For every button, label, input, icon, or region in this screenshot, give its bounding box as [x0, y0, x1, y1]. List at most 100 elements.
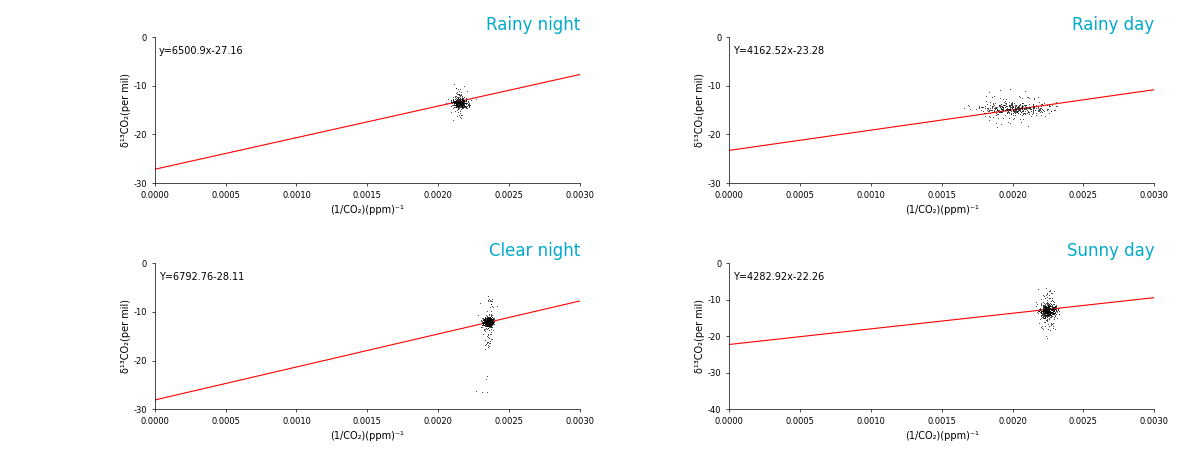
Point — [1035, 306, 1054, 313]
Point — [1041, 312, 1060, 320]
Point — [985, 106, 1004, 113]
Point — [477, 317, 496, 324]
Point — [451, 102, 470, 109]
Point — [482, 315, 501, 322]
Point — [1034, 307, 1053, 315]
Point — [476, 317, 495, 325]
Point — [1036, 309, 1056, 317]
Point — [481, 317, 500, 324]
Point — [988, 106, 1007, 113]
Point — [478, 314, 497, 321]
Point — [478, 321, 497, 328]
Point — [477, 320, 496, 327]
Point — [1031, 106, 1050, 113]
Point — [997, 102, 1016, 110]
Point — [451, 105, 470, 113]
Point — [1042, 308, 1061, 315]
Point — [990, 86, 1009, 94]
Point — [445, 100, 464, 107]
Point — [1033, 305, 1052, 312]
Point — [996, 105, 1015, 113]
Point — [451, 102, 470, 109]
Point — [445, 98, 464, 106]
Point — [992, 106, 1011, 113]
Point — [443, 99, 462, 106]
Point — [450, 107, 469, 114]
Point — [478, 315, 497, 323]
Point — [1040, 305, 1059, 312]
Point — [1034, 299, 1053, 306]
Point — [481, 316, 500, 324]
Point — [478, 318, 497, 325]
Point — [1040, 308, 1059, 316]
Point — [1039, 302, 1058, 310]
Point — [994, 104, 1013, 111]
Point — [478, 319, 497, 326]
Point — [1044, 306, 1063, 313]
Point — [1036, 309, 1056, 317]
Point — [1038, 301, 1057, 308]
Point — [1003, 100, 1022, 107]
Point — [1033, 106, 1052, 113]
Point — [476, 317, 495, 325]
Point — [1039, 307, 1058, 315]
Point — [455, 96, 474, 103]
Point — [478, 316, 497, 324]
Point — [1046, 305, 1065, 312]
Point — [979, 112, 998, 120]
Point — [446, 103, 465, 111]
Point — [476, 320, 495, 327]
Point — [1031, 105, 1050, 112]
Point — [994, 106, 1013, 113]
Point — [453, 102, 472, 110]
Point — [1002, 107, 1021, 114]
Point — [453, 97, 472, 105]
Point — [1012, 104, 1031, 112]
Point — [1020, 105, 1039, 112]
Point — [1036, 305, 1056, 312]
Point — [457, 99, 476, 106]
Point — [1029, 307, 1048, 314]
Point — [1038, 306, 1057, 313]
Point — [1013, 105, 1032, 112]
Point — [477, 317, 496, 325]
Point — [452, 100, 471, 107]
Point — [1036, 309, 1056, 317]
Point — [480, 317, 499, 324]
Point — [1003, 104, 1022, 111]
Point — [1000, 108, 1019, 115]
Point — [1032, 312, 1051, 320]
Point — [447, 94, 466, 102]
Point — [482, 320, 501, 327]
Point — [483, 320, 502, 327]
Point — [450, 101, 469, 109]
Point — [482, 322, 501, 330]
Point — [1035, 307, 1054, 315]
Point — [1012, 106, 1031, 113]
Point — [1036, 305, 1056, 312]
Point — [439, 95, 458, 103]
Point — [478, 317, 497, 325]
Point — [1036, 308, 1056, 316]
Point — [481, 314, 500, 321]
Point — [481, 317, 500, 325]
Point — [478, 314, 497, 322]
Point — [475, 319, 494, 326]
Point — [1039, 310, 1058, 317]
Point — [1031, 305, 1050, 312]
Point — [1035, 303, 1054, 310]
Point — [1015, 106, 1034, 113]
Point — [984, 100, 1003, 107]
Point — [1039, 308, 1058, 316]
Point — [1044, 303, 1063, 310]
Point — [450, 99, 469, 106]
Point — [1038, 299, 1057, 306]
Point — [996, 112, 1015, 119]
Point — [1035, 302, 1054, 310]
Point — [1040, 102, 1059, 110]
Point — [1013, 103, 1032, 110]
Point — [478, 321, 497, 328]
Point — [994, 95, 1013, 102]
Point — [450, 100, 469, 107]
Point — [483, 318, 502, 325]
